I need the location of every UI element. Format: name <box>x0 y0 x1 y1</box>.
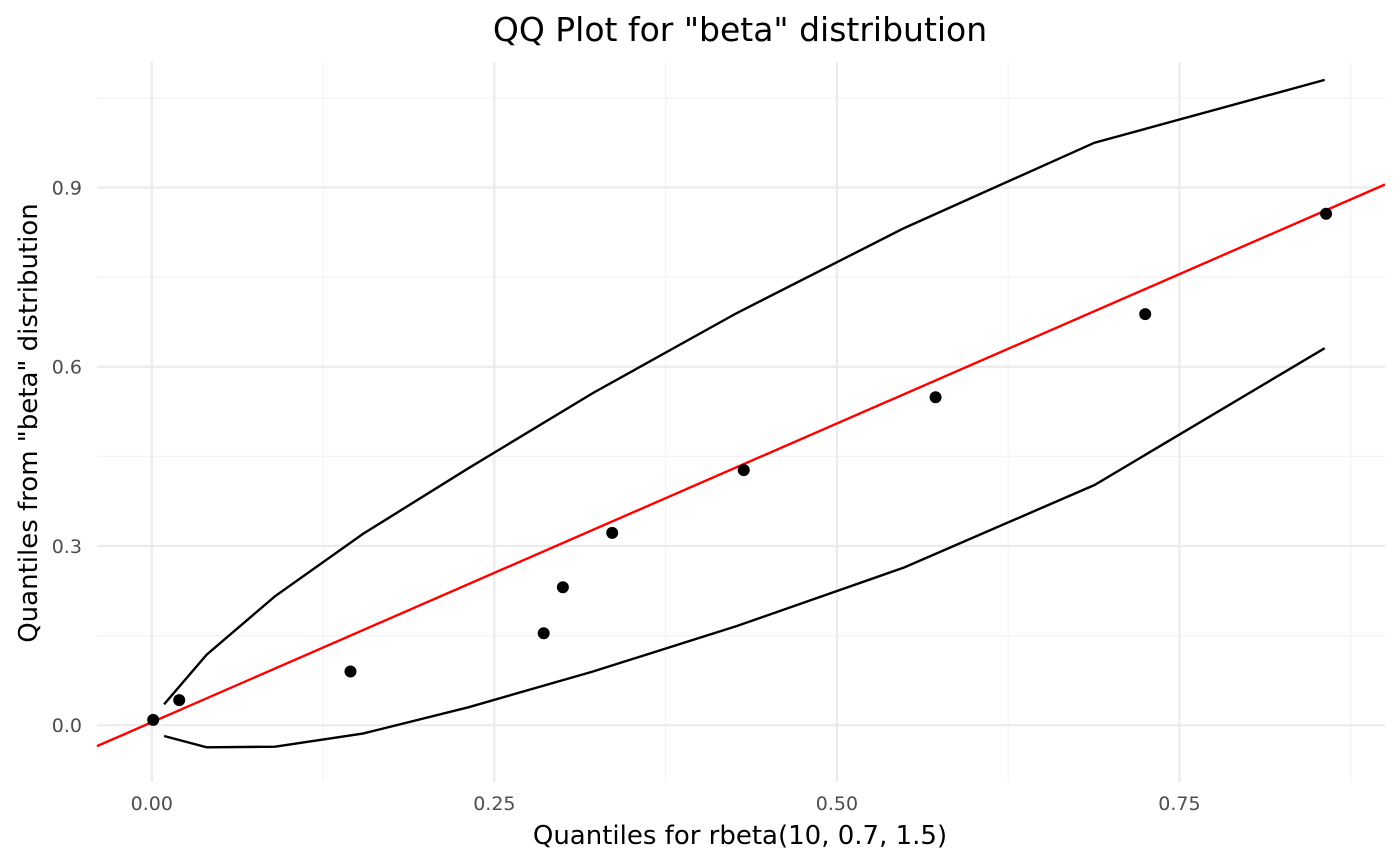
data-point <box>606 526 619 539</box>
y-tick-labels: 0.0 0.3 0.6 0.9 <box>52 177 82 737</box>
x-tick-label: 0.25 <box>473 793 515 815</box>
y-axis-title: Quantiles from "beta" distribution <box>14 203 44 643</box>
x-tick-label: 0.75 <box>1158 793 1200 815</box>
x-tick-labels: 0.00 0.25 0.50 0.75 <box>131 793 1201 815</box>
upper-confidence-band <box>163 78 1326 706</box>
x-axis-title: Quantiles for rbeta(10, 0.7, 1.5) <box>533 821 947 851</box>
data-point <box>556 581 569 594</box>
confidence-bands <box>163 78 1326 749</box>
y-tick-label: 0.3 <box>52 536 82 558</box>
data-point <box>929 391 942 404</box>
data-point <box>537 627 550 640</box>
y-tick-label: 0.6 <box>52 357 82 379</box>
minor-gridlines <box>97 62 1385 782</box>
data-points <box>147 207 1333 726</box>
data-point <box>147 713 160 726</box>
data-point <box>1320 207 1333 220</box>
y-tick-label: 0.0 <box>52 715 82 737</box>
x-tick-label: 0.50 <box>816 793 858 815</box>
major-gridlines <box>97 62 1385 782</box>
data-point <box>173 694 186 707</box>
y-tick-label: 0.9 <box>52 177 82 199</box>
data-point <box>344 665 357 678</box>
lower-confidence-band <box>163 347 1326 749</box>
x-tick-label: 0.00 <box>131 793 173 815</box>
data-point <box>737 464 750 477</box>
data-point <box>1139 308 1152 321</box>
chart-title: QQ Plot for "beta" distribution <box>493 10 987 49</box>
